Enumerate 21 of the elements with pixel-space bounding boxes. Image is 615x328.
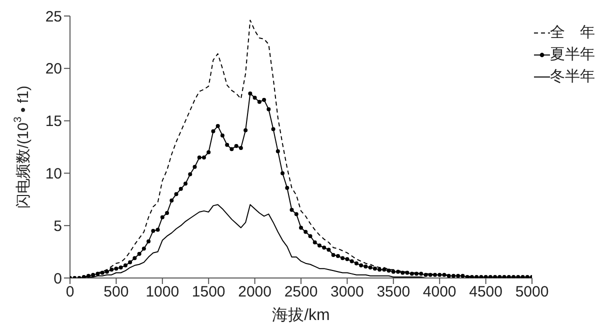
x-tick-label: 2000 — [238, 284, 272, 301]
x-axis-title: 海拔/km — [272, 307, 330, 324]
x-tick-label: 1000 — [146, 284, 180, 301]
x-tick-label: 3000 — [330, 284, 364, 301]
x-tick-label: 0 — [66, 284, 74, 301]
x-tick-label: 3500 — [376, 284, 410, 301]
y-tick-label: 20 — [45, 60, 62, 78]
x-tick-label: 4000 — [422, 284, 456, 301]
y-tick-label: 15 — [45, 113, 62, 130]
legend-label: 全 年 — [550, 23, 595, 43]
legend-label: 夏半年 — [550, 45, 595, 65]
x-tick-label: 1500 — [192, 284, 226, 301]
legend-label: 冬半年 — [550, 67, 595, 87]
y-tick-label: 10 — [45, 166, 62, 183]
y-tick-label: 0 — [54, 270, 62, 288]
y-tick-label: 25 — [45, 8, 62, 26]
x-tick-label: 4500 — [469, 284, 502, 301]
x-tick-label: 500 — [104, 284, 129, 301]
x-tick-label: 5000 — [515, 284, 549, 301]
y-tick-label: 5 — [54, 218, 62, 235]
x-tick-label: 2500 — [284, 284, 318, 301]
